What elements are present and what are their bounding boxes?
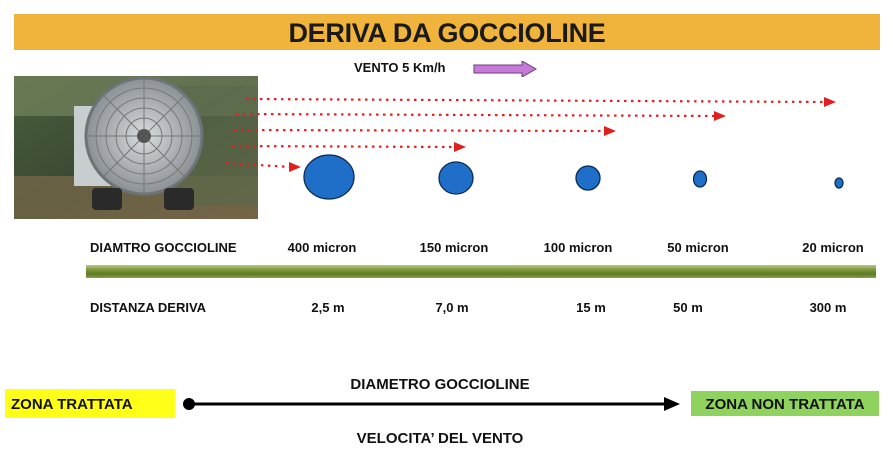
diameter-value: 400 micron — [287, 240, 357, 255]
droplet-20 — [834, 177, 844, 189]
distance-value: 50 m — [673, 300, 703, 315]
title-bar — [14, 14, 880, 50]
sprayer-fan-photo — [14, 76, 258, 219]
drift-arrow-100 — [233, 126, 616, 136]
axis-arrow — [183, 397, 680, 411]
diameter-value: 150 micron — [419, 240, 489, 255]
untreated-zone-label: ZONA NON TRATTATA — [691, 391, 879, 416]
treated-zone-label: ZONA TRATTATA — [5, 389, 175, 418]
droplet-150 — [438, 161, 474, 195]
drift-arrow-150 — [231, 142, 466, 152]
page-title: DERIVA DA GOCCIOLINE — [288, 18, 606, 48]
diameter-value: 100 micron — [543, 240, 613, 255]
drift-arrow-50 — [235, 111, 726, 121]
distance-row-label: DISTANZA DERIVA — [90, 300, 207, 315]
diameter-value: 50 micron — [667, 240, 729, 255]
droplet-50 — [692, 170, 708, 188]
wind-label: VENTO 5 Km/h — [354, 60, 446, 75]
drift-arrow-400 — [225, 161, 301, 172]
axis-top-label: DIAMETRO GOCCIOLINE — [350, 376, 530, 393]
diameter-value: 20 micron — [802, 240, 864, 255]
droplets — [303, 154, 844, 200]
drift-arrow-20 — [245, 97, 836, 107]
axis-bottom-label: VELOCITA’ DEL VENTO — [356, 430, 524, 447]
droplet-100 — [575, 165, 601, 191]
distance-value: 7,0 m — [435, 300, 469, 315]
diameter-row-label: DIAMTRO GOCCIOLINE — [90, 240, 237, 255]
droplet-400 — [303, 154, 355, 200]
distance-value: 300 m — [809, 300, 847, 315]
wind-arrow-icon — [473, 61, 538, 77]
distance-value: 2,5 m — [311, 300, 345, 315]
grass-strip — [86, 265, 876, 278]
distance-value: 15 m — [576, 300, 606, 315]
drift-arrows — [225, 97, 836, 172]
